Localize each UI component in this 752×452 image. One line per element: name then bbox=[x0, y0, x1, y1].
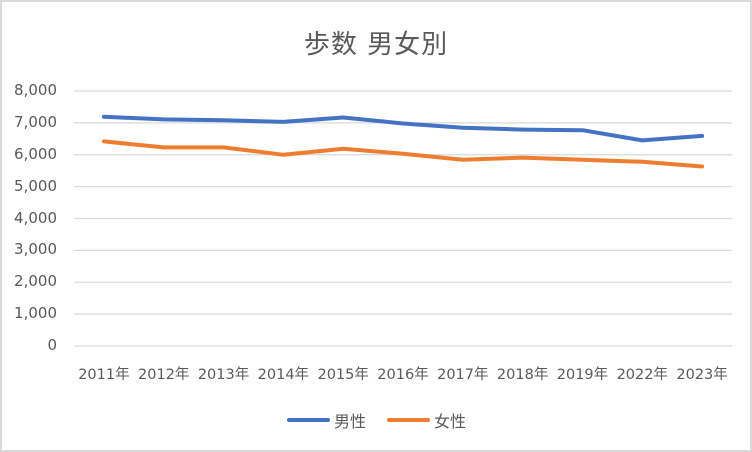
x-tick-label: 2019年 bbox=[556, 367, 609, 383]
y-tick-label: 6,000 bbox=[14, 144, 57, 163]
x-tick-label: 2017年 bbox=[437, 367, 489, 383]
chart-title: 歩数 男女別 bbox=[303, 30, 449, 60]
y-tick-label: 8,000 bbox=[14, 81, 57, 99]
legend-item-male[interactable]: 男性 bbox=[287, 408, 366, 432]
y-tick-label: 7,000 bbox=[14, 112, 57, 131]
y-tick-label: 4,000 bbox=[14, 208, 57, 227]
x-tick-label: 2011年 bbox=[78, 367, 130, 383]
x-tick-label: 2016年 bbox=[377, 367, 429, 383]
y-tick-label: 0 bbox=[47, 336, 57, 354]
legend: 男性 女性 bbox=[0, 408, 752, 432]
legend-swatch-male bbox=[287, 418, 330, 422]
legend-label-male: 男性 bbox=[334, 412, 367, 431]
legend-item-female[interactable]: 女性 bbox=[387, 408, 466, 432]
x-tick-label: 2014年 bbox=[257, 367, 310, 383]
x-tick-label: 2022年 bbox=[616, 367, 668, 383]
x-tick-label: 2013年 bbox=[197, 367, 250, 383]
y-tick-label: 2,000 bbox=[14, 272, 57, 291]
y-tick-label: 1,000 bbox=[14, 304, 57, 323]
y-tick-label: 5,000 bbox=[14, 176, 57, 195]
series-line-female[interactable] bbox=[101, 139, 705, 169]
x-tick-label: 2012年 bbox=[138, 367, 190, 383]
legend-label-female: 女性 bbox=[434, 412, 467, 431]
series-line-male[interactable] bbox=[101, 114, 705, 143]
legend-swatch-female bbox=[387, 418, 430, 422]
x-tick-label: 2023年 bbox=[676, 367, 728, 383]
x-tick-label: 2018年 bbox=[496, 367, 549, 383]
x-tick-label: 2015年 bbox=[317, 367, 369, 383]
y-tick-label: 3,000 bbox=[14, 240, 57, 259]
